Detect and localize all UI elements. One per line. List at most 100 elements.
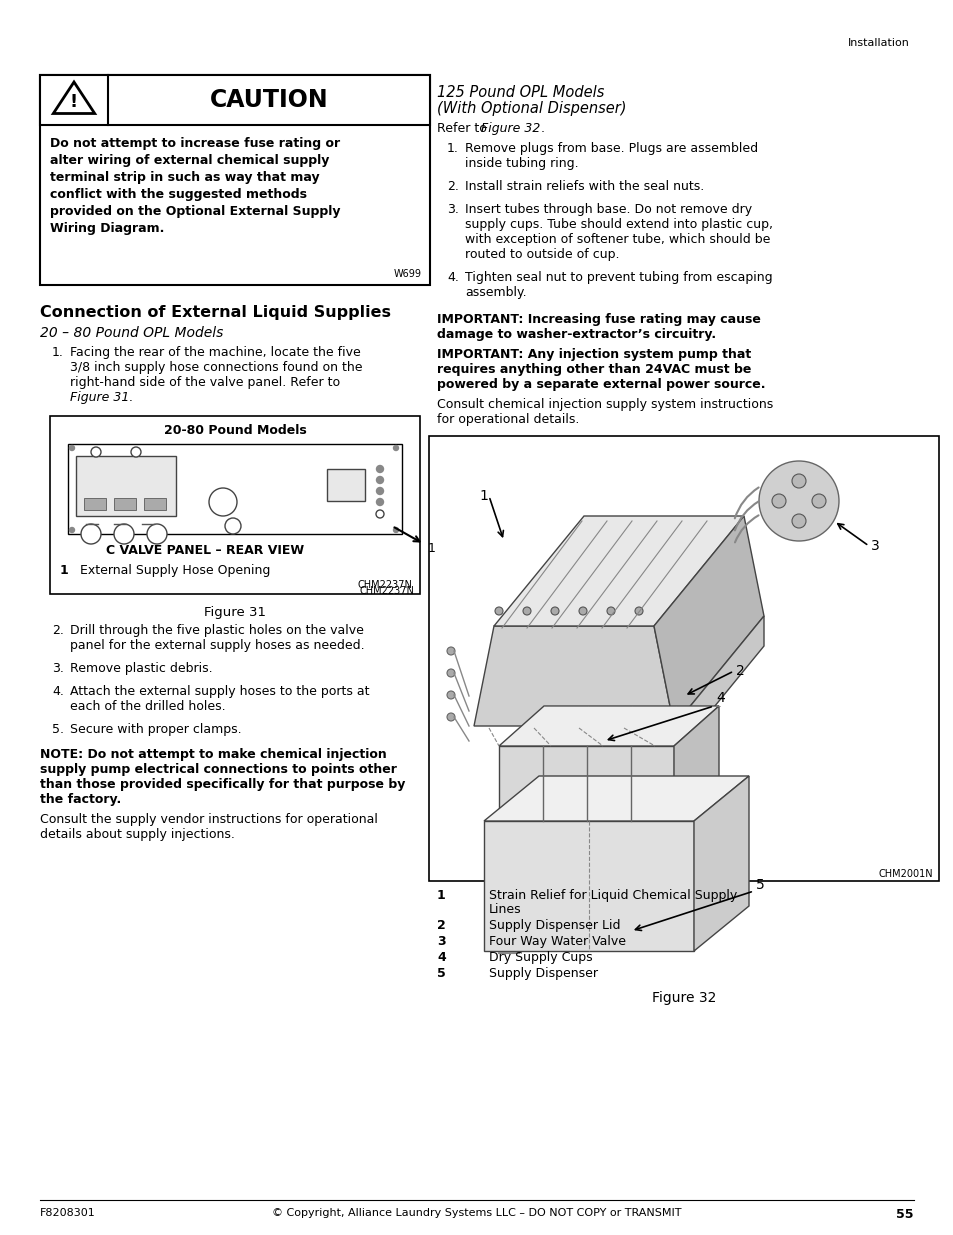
Bar <box>429 436 938 881</box>
Text: details about supply injections.: details about supply injections. <box>40 827 234 841</box>
Text: 2: 2 <box>735 664 744 678</box>
Text: panel for the external supply hoses as needed.: panel for the external supply hoses as n… <box>70 638 364 652</box>
Circle shape <box>811 494 825 508</box>
Circle shape <box>113 524 133 543</box>
Text: 4: 4 <box>436 951 445 965</box>
Text: Secure with proper clamps.: Secure with proper clamps. <box>70 722 241 736</box>
Text: inside tubing ring.: inside tubing ring. <box>464 157 578 170</box>
Text: W699: W699 <box>394 269 421 279</box>
Text: 1.: 1. <box>52 346 64 359</box>
Bar <box>327 469 365 501</box>
Text: requires anything other than 24VAC must be: requires anything other than 24VAC must … <box>436 363 751 375</box>
Circle shape <box>447 669 455 677</box>
Text: C VALVE PANEL – REAR VIEW: C VALVE PANEL – REAR VIEW <box>106 543 304 557</box>
Circle shape <box>791 514 805 529</box>
Circle shape <box>495 606 502 615</box>
Text: 55: 55 <box>896 1208 913 1221</box>
Bar <box>76 456 175 516</box>
Text: Tighten seal nut to prevent tubing from escaping: Tighten seal nut to prevent tubing from … <box>464 270 772 284</box>
Circle shape <box>578 606 586 615</box>
Text: Facing the rear of the machine, locate the five: Facing the rear of the machine, locate t… <box>70 346 360 359</box>
Circle shape <box>393 446 398 451</box>
Text: 4.: 4. <box>52 685 64 698</box>
Circle shape <box>376 488 383 494</box>
Circle shape <box>393 527 398 532</box>
Text: Drill through the five plastic holes on the valve: Drill through the five plastic holes on … <box>70 624 363 637</box>
Circle shape <box>522 606 531 615</box>
Text: assembly.: assembly. <box>464 287 526 299</box>
Text: Remove plastic debris.: Remove plastic debris. <box>70 662 213 676</box>
Text: supply cups. Tube should extend into plastic cup,: supply cups. Tube should extend into pla… <box>464 219 772 231</box>
Text: supply pump electrical connections to points other: supply pump electrical connections to po… <box>40 763 396 776</box>
Text: conflict with the suggested methods: conflict with the suggested methods <box>50 188 307 201</box>
Text: Figure 32: Figure 32 <box>480 122 539 135</box>
Polygon shape <box>654 516 763 726</box>
Polygon shape <box>483 821 693 951</box>
Circle shape <box>551 606 558 615</box>
Text: Strain Relief for Liquid Chemical Supply: Strain Relief for Liquid Chemical Supply <box>489 889 737 902</box>
Bar <box>68 445 401 534</box>
Circle shape <box>759 461 838 541</box>
Bar <box>113 498 136 510</box>
Circle shape <box>375 510 384 517</box>
Text: 3: 3 <box>436 935 445 948</box>
Circle shape <box>606 606 615 615</box>
Text: 1: 1 <box>60 564 69 577</box>
Text: External Supply Hose Opening: External Supply Hose Opening <box>80 564 270 577</box>
Polygon shape <box>673 706 719 821</box>
Text: 1: 1 <box>436 889 445 902</box>
Text: Four Way Water Valve: Four Way Water Valve <box>489 935 625 948</box>
Text: 5: 5 <box>755 878 764 892</box>
Text: 3: 3 <box>870 538 879 553</box>
Text: !: ! <box>70 93 78 111</box>
Text: provided on the Optional External Supply: provided on the Optional External Supply <box>50 205 340 219</box>
Text: .: . <box>540 122 544 135</box>
Polygon shape <box>498 746 673 821</box>
Text: 5.: 5. <box>52 722 64 736</box>
Text: 2: 2 <box>436 919 445 932</box>
Text: powered by a separate external power source.: powered by a separate external power sou… <box>436 378 764 391</box>
Polygon shape <box>673 616 763 756</box>
Text: Insert tubes through base. Do not remove dry: Insert tubes through base. Do not remove… <box>464 203 751 216</box>
Text: Lines: Lines <box>489 903 521 916</box>
Bar <box>144 498 166 510</box>
Circle shape <box>447 692 455 699</box>
Polygon shape <box>494 516 743 626</box>
Text: F8208301: F8208301 <box>40 1208 95 1218</box>
Text: 20-80 Pound Models: 20-80 Pound Models <box>164 424 306 437</box>
Text: 4: 4 <box>716 692 724 705</box>
Circle shape <box>91 447 101 457</box>
Text: 5: 5 <box>436 967 445 981</box>
Circle shape <box>376 499 383 505</box>
Circle shape <box>225 517 241 534</box>
Bar <box>50 416 419 594</box>
Text: with exception of softener tube, which should be: with exception of softener tube, which s… <box>464 233 770 246</box>
Polygon shape <box>474 626 673 726</box>
Bar <box>40 75 430 285</box>
Text: CHM2001N: CHM2001N <box>878 869 932 879</box>
Circle shape <box>81 524 101 543</box>
Text: for operational details.: for operational details. <box>436 412 578 426</box>
Circle shape <box>209 488 236 516</box>
Text: 2.: 2. <box>52 624 64 637</box>
Text: 1: 1 <box>428 542 436 555</box>
Text: CHM2237N: CHM2237N <box>358 585 414 597</box>
Polygon shape <box>498 706 719 746</box>
Text: 20 – 80 Pound OPL Models: 20 – 80 Pound OPL Models <box>40 326 223 340</box>
Circle shape <box>147 524 167 543</box>
Text: Do not attempt to increase fuse rating or: Do not attempt to increase fuse rating o… <box>50 137 340 149</box>
Text: NOTE: Do not attempt to make chemical injection: NOTE: Do not attempt to make chemical in… <box>40 748 386 761</box>
Circle shape <box>771 494 785 508</box>
Text: 4.: 4. <box>447 270 458 284</box>
Text: 2.: 2. <box>447 180 458 193</box>
Text: 1: 1 <box>478 489 487 503</box>
Text: alter wiring of external chemical supply: alter wiring of external chemical supply <box>50 154 329 167</box>
Text: right-hand side of the valve panel. Refer to: right-hand side of the valve panel. Refe… <box>70 375 340 389</box>
Text: Figure 32: Figure 32 <box>651 990 716 1005</box>
Text: IMPORTANT: Any injection system pump that: IMPORTANT: Any injection system pump tha… <box>436 348 750 361</box>
Polygon shape <box>483 776 748 821</box>
Text: terminal strip in such as way that may: terminal strip in such as way that may <box>50 170 319 184</box>
Text: Installation: Installation <box>847 38 909 48</box>
Bar <box>84 498 106 510</box>
Text: (With Optional Dispenser): (With Optional Dispenser) <box>436 101 626 116</box>
